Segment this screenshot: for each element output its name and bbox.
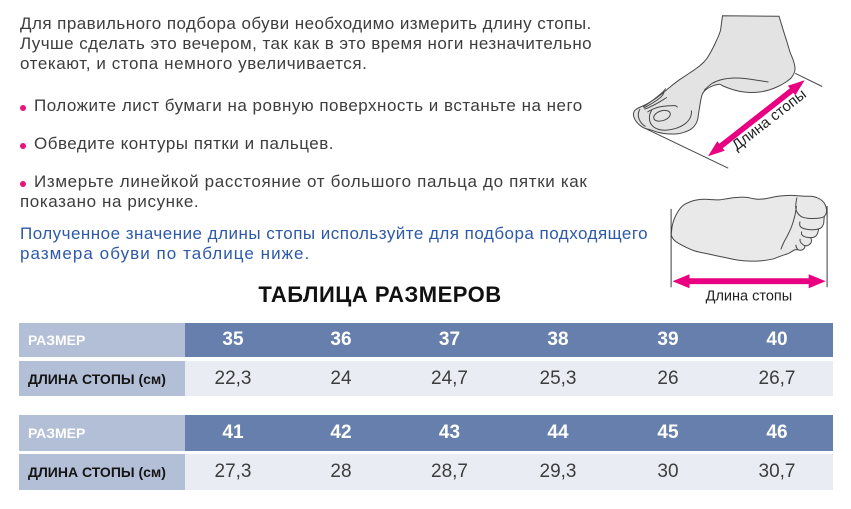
svg-text:Длина стопы: Длина стопы [729, 86, 810, 155]
svg-text:Длина стопы: Длина стопы [706, 289, 793, 305]
